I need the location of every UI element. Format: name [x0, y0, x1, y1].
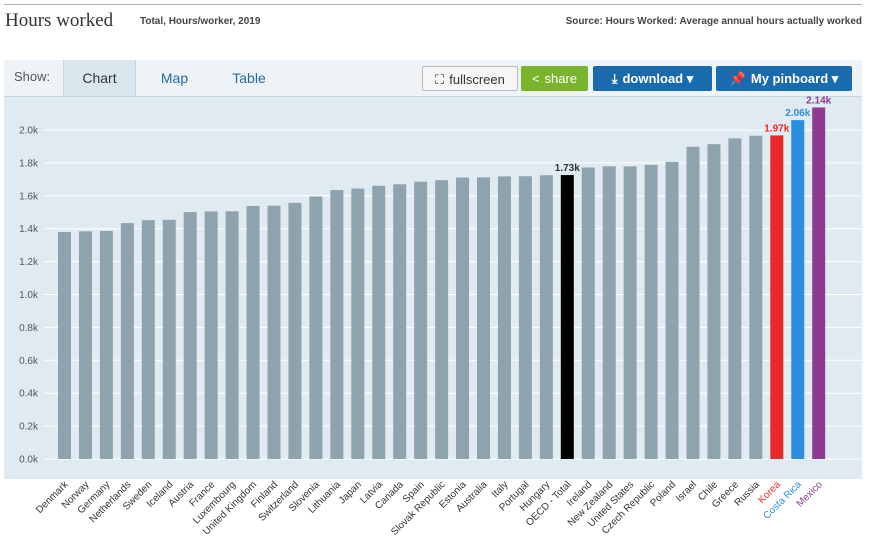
y-tick-label: 0.6k: [19, 356, 39, 367]
bar-czech-republic[interactable]: [644, 164, 658, 459]
bar-germany[interactable]: [99, 231, 113, 459]
bar-united-states[interactable]: [623, 166, 637, 460]
pin-icon: 📌: [729, 71, 746, 86]
bar-japan[interactable]: [351, 188, 365, 459]
bar-norway[interactable]: [78, 231, 92, 459]
bar-mexico[interactable]: [812, 107, 826, 459]
tab-map[interactable]: Map: [160, 70, 189, 86]
bar-costa-rica[interactable]: [791, 120, 805, 459]
pinboard-label: My pinboard: [750, 71, 829, 86]
fullscreen-label: fullscreen: [449, 72, 505, 87]
bar-spain[interactable]: [414, 181, 428, 459]
bar-italy[interactable]: [497, 176, 511, 459]
bar-russia[interactable]: [749, 135, 763, 459]
y-tick-label: 2.0k: [19, 126, 39, 137]
source-note: Source: Hours Worked: Average annual hou…: [565, 16, 862, 27]
bar-hungary[interactable]: [539, 175, 553, 460]
y-tick-label: 0.0k: [19, 455, 39, 466]
y-tick-label: 1.6k: [19, 191, 39, 202]
show-label: Show:: [14, 69, 51, 84]
bar-luxembourg[interactable]: [225, 211, 239, 459]
page-title: Hours worked: [5, 10, 114, 31]
bar-austria[interactable]: [183, 212, 197, 459]
bar-chile[interactable]: [707, 144, 721, 459]
bar-latvia[interactable]: [372, 185, 386, 459]
y-tick-label: 1.4k: [19, 224, 39, 235]
data-label: 2.06k: [785, 108, 810, 119]
bar-new-zealand[interactable]: [602, 166, 616, 460]
bar-greece[interactable]: [728, 138, 742, 459]
bar-poland[interactable]: [665, 161, 679, 459]
y-tick-label: 0.4k: [19, 389, 39, 400]
y-tick-label: 0.2k: [19, 422, 39, 433]
share-button[interactable]: < share: [521, 66, 588, 91]
data-label: 1.73k: [555, 163, 580, 174]
x-tick-label: Japan: [337, 479, 364, 506]
data-label: 2.14k: [806, 95, 831, 106]
bar-canada[interactable]: [393, 184, 407, 459]
y-tick-label: 1.8k: [19, 158, 39, 169]
bar-portugal[interactable]: [518, 176, 532, 460]
bar-netherlands[interactable]: [120, 223, 134, 459]
bar-united-kingdom[interactable]: [246, 205, 260, 459]
chevron-down-icon: ▾: [828, 71, 839, 86]
y-tick-label: 1.0k: [19, 290, 39, 301]
fullscreen-icon: ⛶: [435, 72, 445, 87]
bar-korea[interactable]: [770, 135, 784, 459]
fullscreen-button[interactable]: ⛶ fullscreen: [422, 66, 518, 91]
chart-toolbar: Show: Chart Map Table ⛶ fullscreen < share…: [4, 60, 862, 97]
bar-switzerland[interactable]: [288, 202, 302, 459]
y-tick-label: 1.2k: [19, 257, 39, 268]
bar-ireland[interactable]: [581, 167, 595, 460]
bar-finland[interactable]: [267, 205, 281, 459]
download-icon: ⤓: [611, 71, 618, 86]
bar-lithuania[interactable]: [330, 190, 344, 460]
pinboard-button[interactable]: 📌 My pinboard ▾: [716, 66, 852, 91]
chevron-down-icon: ▾: [683, 71, 694, 86]
bar-france[interactable]: [204, 211, 218, 459]
page-subtitle: Total, Hours/worker, 2019: [140, 16, 261, 27]
share-icon: <: [531, 71, 540, 86]
y-tick-label: 0.8k: [19, 323, 39, 334]
bar-oecd-total[interactable]: [560, 175, 574, 459]
x-tick-label: Israel: [674, 479, 699, 504]
header-rule: [4, 4, 862, 5]
bar-israel[interactable]: [686, 146, 700, 460]
download-label: download: [622, 71, 684, 86]
bar-slovenia[interactable]: [309, 196, 323, 459]
bar-estonia[interactable]: [456, 177, 470, 459]
bar-iceland[interactable]: [162, 219, 176, 459]
tab-table[interactable]: Table: [232, 70, 266, 86]
share-label: share: [544, 71, 578, 86]
bar-sweden[interactable]: [141, 220, 155, 459]
tab-chart[interactable]: Chart: [63, 60, 136, 96]
data-label: 1.97k: [764, 123, 789, 134]
download-button[interactable]: ⤓ download ▾: [593, 66, 712, 91]
bar-denmark[interactable]: [58, 231, 71, 459]
bar-slovak-republic[interactable]: [435, 180, 449, 460]
bar-australia[interactable]: [477, 177, 490, 459]
